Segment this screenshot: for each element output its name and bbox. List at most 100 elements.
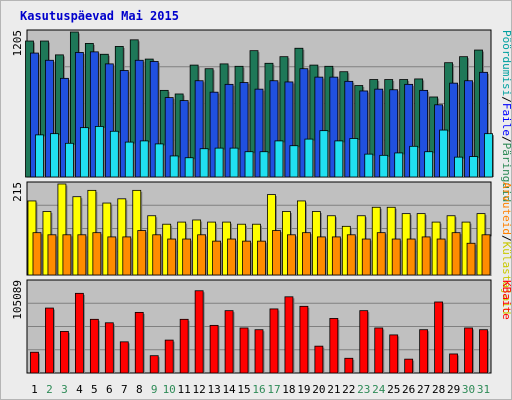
bar-faile-day-6 <box>104 63 114 178</box>
bar-arvuteid-day-5 <box>92 232 102 276</box>
bar-kbaite-day-3 <box>60 331 69 374</box>
x-tick-label-day-11: 11 <box>178 383 191 396</box>
bar-arvuteid-day-22 <box>346 234 356 276</box>
legend-separator: / <box>500 136 511 143</box>
bar-kbaite-day-29 <box>449 353 458 374</box>
bar-arvuteid-day-26 <box>406 238 416 276</box>
bar-pöördumisi-day-24 <box>379 154 389 178</box>
legend-bottom: KBaite <box>500 280 511 320</box>
x-tick-label-day-12: 12 <box>193 383 206 396</box>
bar-kbaite-day-31 <box>479 329 488 374</box>
bar-arvuteid-day-13 <box>212 240 221 276</box>
bar-pöördumisi-day-15 <box>244 151 254 178</box>
bar-kbaite-day-4 <box>74 292 84 374</box>
x-tick-label-day-14: 14 <box>222 383 236 396</box>
chart-title: Kasutuspäevad Mai 2015 <box>20 9 179 23</box>
legend-item: Päringuid <box>500 143 511 203</box>
x-tick-label-day-4: 4 <box>76 383 83 396</box>
x-tick-label-day-31: 31 <box>477 383 490 396</box>
legend-separator: / <box>500 235 511 242</box>
bar-arvuteid-day-16 <box>257 240 266 276</box>
bar-pöördumisi-day-16 <box>259 151 269 178</box>
bar-kbaite-day-30 <box>464 327 473 374</box>
bar-faile-day-19 <box>299 68 309 178</box>
bar-kbaite-day-24 <box>374 327 384 374</box>
bar-kbaite-day-9 <box>149 355 159 374</box>
bar-faile-day-23 <box>359 90 369 178</box>
bar-kbaite-day-23 <box>359 310 369 374</box>
bar-faile-day-14 <box>224 83 234 178</box>
bar-arvuteid-day-9 <box>152 234 162 276</box>
bar-kbaite-day-6 <box>104 322 114 374</box>
axis-max-label: 105089 <box>11 280 24 320</box>
x-tick-label-day-28: 28 <box>432 383 445 396</box>
bar-arvuteid-day-23 <box>361 238 371 276</box>
bar-pöördumisi-day-4 <box>79 127 89 178</box>
bar-pöördumisi-day-31 <box>484 133 493 178</box>
bar-arvuteid-day-19 <box>302 232 311 276</box>
bar-arvuteid-day-4 <box>77 234 87 276</box>
x-tick-label-day-19: 19 <box>297 383 310 396</box>
bar-arvuteid-day-3 <box>62 234 72 276</box>
x-tick-label-day-7: 7 <box>121 383 128 396</box>
bar-pöördumisi-day-3 <box>65 142 74 178</box>
bar-arvuteid-day-21 <box>331 236 341 276</box>
bar-pöördumisi-day-30 <box>469 156 478 178</box>
x-tick-label-day-5: 5 <box>91 383 98 396</box>
bar-arvuteid-day-31 <box>481 234 491 276</box>
x-tick-label-day-18: 18 <box>282 383 295 396</box>
bar-faile-day-29 <box>449 82 458 178</box>
bar-arvuteid-day-14 <box>227 238 236 276</box>
panel-top: 1205 Pöördumisi/Faile/Päringuid <box>11 29 511 202</box>
bar-arvuteid-day-25 <box>391 238 401 276</box>
x-tick-label-day-1: 1 <box>31 383 38 396</box>
bar-arvuteid-day-18 <box>287 234 296 276</box>
bar-arvuteid-day-1 <box>32 232 42 276</box>
legend-top: Pöördumisi/Faile/Päringuid <box>500 30 511 202</box>
x-tick-label-day-8: 8 <box>136 383 143 396</box>
bar-pöördumisi-day-7 <box>124 141 134 178</box>
bar-pöördumisi-day-2 <box>50 133 59 178</box>
bar-faile-day-27 <box>419 89 429 178</box>
x-tick-label-day-10: 10 <box>163 383 176 396</box>
bar-pöördumisi-day-23 <box>364 153 374 178</box>
bar-kbaite-day-21 <box>329 318 339 374</box>
bar-pöördumisi-day-21 <box>334 140 344 178</box>
bar-kbaite-day-7 <box>119 341 129 374</box>
bar-arvuteid-day-12 <box>197 234 207 276</box>
bar-faile-day-24 <box>374 88 384 178</box>
bar-kbaite-day-19 <box>299 305 309 374</box>
x-tick-label-day-16: 16 <box>252 383 265 396</box>
bar-kbaite-day-27 <box>419 329 429 374</box>
bar-arvuteid-day-29 <box>451 232 461 276</box>
bar-faile-day-12 <box>194 80 204 178</box>
bar-pöördumisi-day-27 <box>424 151 434 178</box>
bar-pöördumisi-day-12 <box>199 148 209 178</box>
axis-max-label: 1205 <box>11 30 24 57</box>
bar-faile-day-8 <box>134 59 144 178</box>
legend-middle: Arvuteid/Külastajaid <box>500 182 511 314</box>
bar-faile-day-20 <box>314 76 324 178</box>
bar-faile-day-3 <box>60 77 69 178</box>
bar-kbaite-day-14 <box>224 310 234 374</box>
bar-arvuteid-day-17 <box>272 230 281 276</box>
x-tick-label-day-29: 29 <box>447 383 460 396</box>
bar-kbaite-day-12 <box>194 290 204 374</box>
bar-kbaite-day-22 <box>344 357 354 374</box>
bar-kbaite-day-25 <box>389 334 399 374</box>
x-tick-label-day-20: 20 <box>312 383 325 396</box>
x-tick-label-day-2: 2 <box>46 383 53 396</box>
bar-faile-day-7 <box>119 70 129 178</box>
x-tick-label-day-25: 25 <box>387 383 400 396</box>
x-tick-label-day-22: 22 <box>342 383 355 396</box>
bar-kbaite-day-16 <box>254 329 264 374</box>
x-tick-label-day-27: 27 <box>417 383 430 396</box>
bar-kbaite-day-28 <box>434 301 444 374</box>
x-tick-label-day-3: 3 <box>61 383 68 396</box>
bar-pöördumisi-day-29 <box>454 156 463 178</box>
bar-kbaite-day-2 <box>45 307 54 374</box>
x-tick-label-day-30: 30 <box>462 383 475 396</box>
bar-pöördumisi-day-5 <box>94 126 104 178</box>
